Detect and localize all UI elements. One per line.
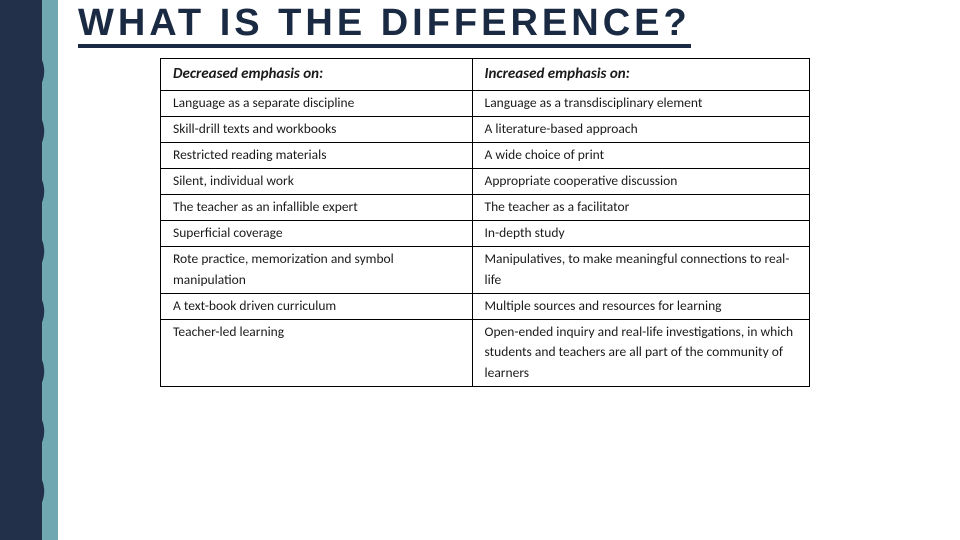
wavy-navy-band — [0, 0, 42, 540]
table-row: Rote practice, memorization and symbol m… — [161, 246, 810, 293]
column-header-increased: Increased emphasis on: — [472, 59, 809, 91]
cell-increased: Manipulatives, to make meaningful connec… — [472, 246, 809, 293]
left-decorative-sidebar — [0, 0, 58, 540]
table-row: A text-book driven curriculum Multiple s… — [161, 293, 810, 319]
table-row: Silent, individual work Appropriate coop… — [161, 169, 810, 195]
cell-decreased: Restricted reading materials — [161, 143, 473, 169]
wavy-edge-icon — [34, 0, 50, 540]
cell-decreased: The teacher as an infallible expert — [161, 194, 473, 220]
cell-increased: A literature-based approach — [472, 117, 809, 143]
cell-decreased: Teacher-led learning — [161, 319, 473, 387]
table-row: Language as a separate discipline Langua… — [161, 91, 810, 117]
table-row: Skill-drill texts and workbooks A litera… — [161, 117, 810, 143]
cell-increased: Appropriate cooperative discussion — [472, 169, 809, 195]
cell-increased: A wide choice of print — [472, 143, 809, 169]
cell-decreased: Superficial coverage — [161, 220, 473, 246]
cell-increased: In-depth study — [472, 220, 809, 246]
table-header-row: Decreased emphasis on: Increased emphasi… — [161, 59, 810, 91]
cell-decreased: Rote practice, memorization and symbol m… — [161, 246, 473, 293]
table-row: The teacher as an infallible expert The … — [161, 194, 810, 220]
table-row: Superficial coverage In-depth study — [161, 220, 810, 246]
cell-increased: Multiple sources and resources for learn… — [472, 293, 809, 319]
cell-decreased: Skill-drill texts and workbooks — [161, 117, 473, 143]
table-row: Teacher-led learning Open-ended inquiry … — [161, 319, 810, 387]
cell-decreased: A text-book driven curriculum — [161, 293, 473, 319]
cell-increased: Language as a transdisciplinary element — [472, 91, 809, 117]
column-header-decreased: Decreased emphasis on: — [161, 59, 473, 91]
table-row: Restricted reading materials A wide choi… — [161, 143, 810, 169]
cell-increased: Open-ended inquiry and real-life investi… — [472, 319, 809, 387]
cell-increased: The teacher as a facilitator — [472, 194, 809, 220]
cell-decreased: Silent, individual work — [161, 169, 473, 195]
cell-decreased: Language as a separate discipline — [161, 91, 473, 117]
comparison-table: Decreased emphasis on: Increased emphasi… — [160, 58, 810, 387]
slide-title: WHAT IS THE DIFFERENCE? — [78, 4, 691, 48]
